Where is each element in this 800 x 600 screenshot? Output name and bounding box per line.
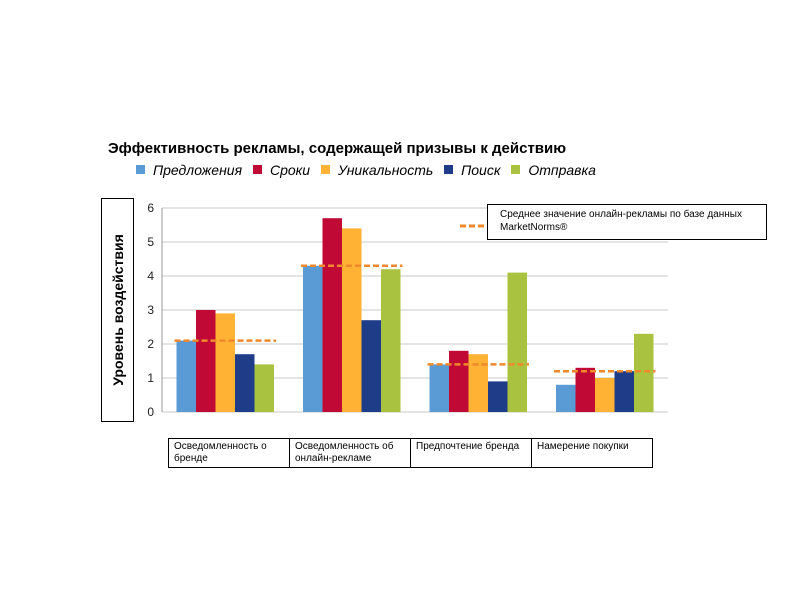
legend-label: Поиск — [461, 161, 501, 178]
legend-swatch-icon — [320, 165, 330, 174]
y-axis-label-box: Уровень воздействия — [101, 198, 134, 422]
bar — [215, 313, 235, 412]
category-label: Предпочтение бренда — [410, 438, 532, 468]
table-row: Осведомленность о бренде Осведомленность… — [168, 438, 653, 468]
bar — [235, 354, 255, 412]
bar-chart: 0 1 2 3 4 5 6 — [147, 201, 668, 419]
bar — [575, 367, 595, 412]
bar — [176, 340, 196, 412]
y-tick-label: 5 — [147, 235, 154, 249]
bar — [595, 378, 615, 412]
category-label: Намерение покупки — [531, 438, 653, 468]
bar — [468, 354, 488, 412]
bar — [196, 310, 216, 412]
category-label: Осведомленность об онлайн-рекламе — [289, 438, 411, 468]
bar — [254, 364, 274, 412]
bar — [429, 364, 449, 412]
legend-swatch-icon — [252, 165, 262, 174]
y-tick-label: 1 — [147, 371, 154, 385]
legend-item: Сроки — [252, 161, 311, 178]
legend-label: Уникальность — [337, 161, 434, 178]
bar — [634, 333, 654, 412]
y-axis-label: Уровень воздействия — [109, 234, 126, 386]
chart-title: Эффективность рекламы, содержащей призыв… — [108, 140, 567, 157]
y-tick-label: 3 — [147, 303, 154, 317]
legend-label: Отправка — [528, 161, 596, 178]
bar — [381, 269, 401, 412]
bar — [342, 228, 362, 412]
bar — [507, 272, 527, 412]
legend-item: Предложения — [136, 162, 242, 178]
legend-swatch-icon — [136, 165, 145, 174]
bar — [361, 320, 381, 412]
legend-item: Уникальность — [320, 161, 434, 178]
category-table: Осведомленность о бренде Осведомленность… — [168, 438, 653, 468]
y-tick-label: 0 — [147, 405, 154, 419]
legend-swatch-icon — [511, 165, 521, 174]
category-label: Осведомленность о бренде — [168, 438, 290, 468]
legend: Предложения Сроки Уникальность Поиск Отп… — [136, 161, 696, 179]
y-tick-label: 2 — [147, 337, 154, 351]
legend-label: Предложения — [153, 161, 243, 178]
legend-swatch-icon — [444, 165, 454, 174]
bar — [556, 384, 576, 412]
bar — [614, 371, 634, 412]
y-tick-label: 6 — [147, 201, 154, 215]
legend-item: Поиск — [444, 162, 500, 178]
bar — [303, 265, 323, 412]
y-tick-label: 4 — [147, 269, 154, 283]
bar — [488, 381, 508, 412]
legend-item: Отправка — [511, 162, 596, 178]
bar — [449, 350, 469, 412]
legend-label: Сроки — [269, 161, 311, 178]
benchmark-note: Среднее значение онлайн-рекламы по базе … — [487, 204, 767, 240]
bar — [322, 218, 342, 412]
